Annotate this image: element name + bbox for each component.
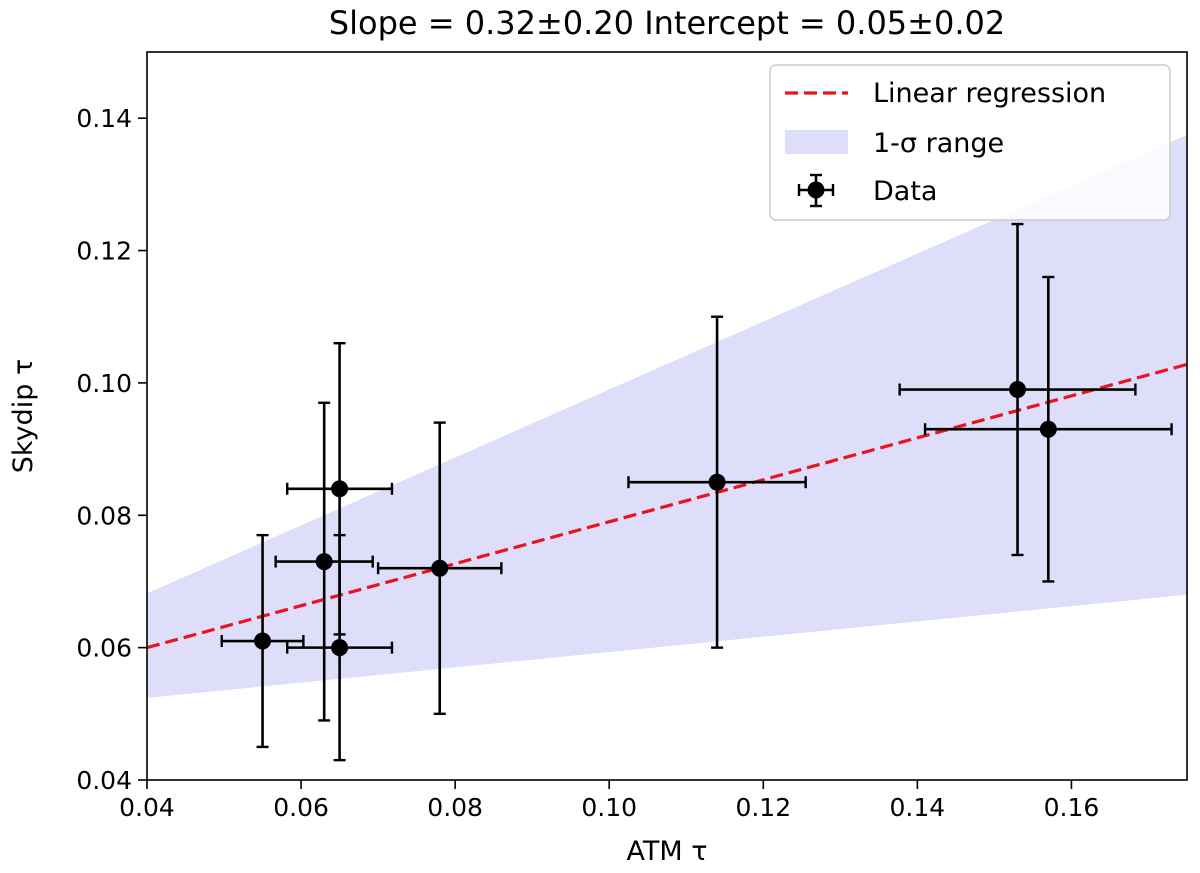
data-marker (331, 639, 349, 657)
y-axis-label: Skydip τ (8, 359, 39, 473)
y-tick-label: 0.14 (76, 104, 132, 133)
data-point (274, 401, 374, 722)
x-tick-label: 0.12 (735, 793, 791, 822)
data-point (376, 421, 503, 716)
x-tick-label: 0.14 (890, 793, 946, 822)
x-tick-label: 0.10 (581, 793, 637, 822)
data-point (220, 533, 305, 749)
sigma-band (147, 134, 1187, 698)
data-marker (431, 559, 449, 577)
legend-band-label: 1-σ range (873, 128, 1004, 159)
legend: Linear regression 1-σ range Data (769, 64, 1171, 221)
plot-area (147, 134, 1187, 698)
legend-data-label: Data (873, 176, 937, 207)
legend-band-swatch (785, 130, 848, 154)
plot-frame (146, 51, 1188, 781)
data-marker (331, 480, 349, 498)
data-marker (315, 553, 333, 571)
data-point (923, 275, 1173, 583)
regression-line (147, 362, 1187, 650)
y-tick-label: 0.12 (76, 237, 132, 266)
axes: 0.04 0.06 0.08 0.10 0.12 0.14 0.16 0.04 0.06 0.08… (76, 104, 1099, 822)
legend-regression-label: Linear regression (873, 78, 1106, 109)
legend-box (769, 64, 1171, 221)
x-tick-label: 0.08 (427, 793, 483, 822)
x-tick-label: 0.06 (273, 793, 329, 822)
data-point (898, 222, 1137, 557)
x-tick-label: 0.16 (1044, 793, 1100, 822)
y-tick-label: 0.04 (76, 766, 132, 795)
data-point (286, 533, 394, 762)
legend-data-marker (797, 173, 835, 208)
data-marker (254, 632, 272, 650)
x-tick-label: 0.04 (119, 793, 175, 822)
data-marker (1039, 420, 1057, 438)
data-point (627, 315, 807, 649)
data-marker (708, 473, 726, 491)
y-tick-label: 0.10 (76, 369, 132, 398)
chart-title: Slope = 0.32±0.20 Intercept = 0.05±0.02 (329, 4, 1005, 42)
y-tick-label: 0.08 (76, 501, 132, 530)
data-marker (1009, 381, 1027, 399)
data-points-layer (220, 222, 1173, 762)
x-axis-label: ATM τ (627, 836, 708, 867)
y-tick-label: 0.06 (76, 634, 132, 663)
